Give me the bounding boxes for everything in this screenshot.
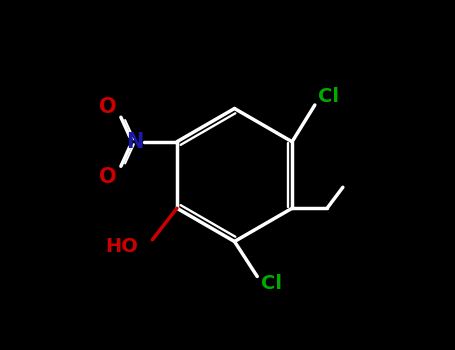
Text: Cl: Cl: [318, 87, 339, 106]
Text: O: O: [99, 167, 117, 187]
Text: N: N: [126, 132, 144, 152]
Text: HO: HO: [106, 237, 138, 256]
Text: O: O: [99, 97, 117, 117]
Text: Cl: Cl: [261, 274, 282, 293]
